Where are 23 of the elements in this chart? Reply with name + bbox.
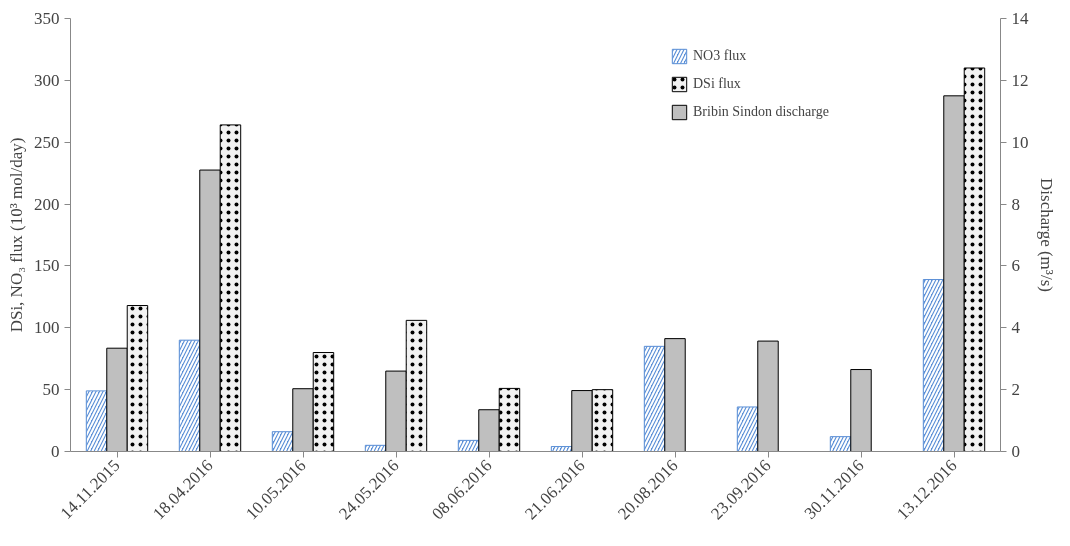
y-tick-label: 250 (34, 132, 60, 152)
y-tick-label: 300 (34, 70, 60, 90)
y2-tick-label: 8 (1011, 194, 1020, 214)
y2-tick-label: 12 (1011, 70, 1029, 90)
y-tick-label: 50 (42, 380, 60, 400)
y-tick-label: 350 (34, 9, 60, 28)
y-tick-label: 150 (34, 256, 60, 276)
y-tick-label: 0 (51, 442, 60, 461)
legend-label: NO3 flux (693, 48, 747, 64)
bar (757, 340, 779, 452)
y2-tick-label: 6 (1011, 256, 1020, 276)
y2-tick-label: 10 (1011, 132, 1029, 152)
y2-axis-title: Discharge (m³/s) (1036, 178, 1056, 292)
legend-label: DSi flux (693, 76, 741, 92)
y-axis-title: DSi, NO₃ flux (10³ mol/day) (7, 137, 26, 333)
legend-label: Bribin Sindon discharge (693, 104, 829, 120)
bar (850, 369, 872, 452)
y2-tick-label: 4 (1011, 318, 1021, 338)
y-tick-label: 200 (34, 194, 60, 214)
y2-tick-label: 14 (1011, 9, 1029, 28)
y2-tick-label: 0 (1011, 442, 1020, 461)
y2-tick-label: 2 (1011, 380, 1020, 400)
y-tick-label: 100 (34, 318, 60, 338)
